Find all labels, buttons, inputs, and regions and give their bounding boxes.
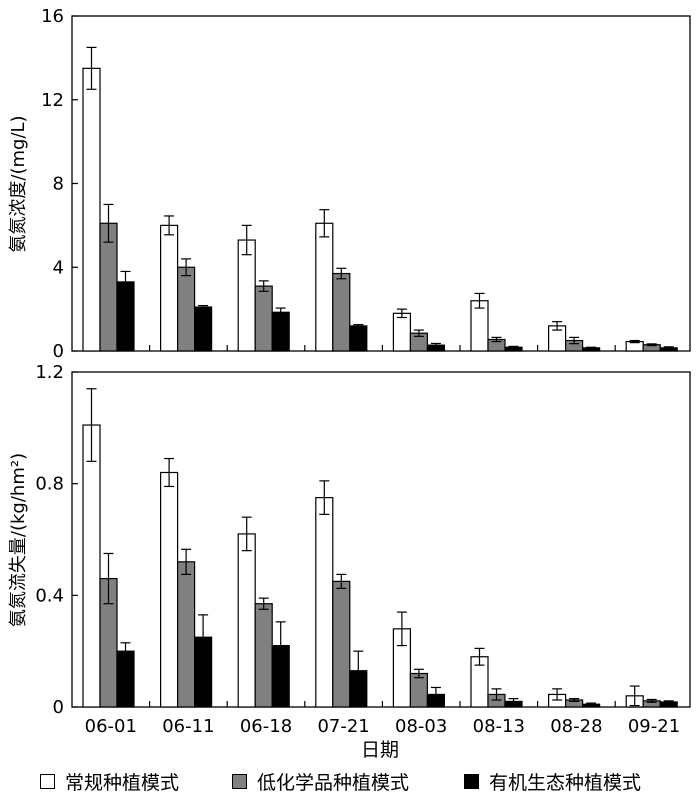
bar (315, 222, 334, 352)
legend-item-low-chemical: 低化学品种植模式 (232, 768, 409, 794)
legend-item-organic: 有机生态种植模式 (464, 768, 641, 794)
bar (194, 306, 213, 352)
bar (409, 672, 428, 708)
y-axis-label: 氨氮流失量/(kg/hm²) (8, 453, 29, 627)
x-tick-label: 06-18 (240, 716, 292, 737)
legend-swatch-low-chemical (232, 773, 247, 789)
x-tick-label: 06-11 (162, 716, 214, 737)
bar (160, 471, 179, 708)
y-tick-label: 0.8 (35, 474, 64, 495)
legend: 常规种植模式 低化学品种植模式 有机生态种植模式 (0, 764, 700, 796)
bar (237, 533, 256, 708)
y-tick-label: 8 (53, 174, 64, 195)
x-axis-label: 日期 (361, 739, 399, 761)
legend-swatch-conventional (40, 773, 55, 789)
bar (82, 67, 101, 352)
legend-label-low-chemical: 低化学品种植模式 (257, 771, 410, 794)
bar (177, 561, 196, 708)
legend-label-organic: 有机生态种植模式 (489, 771, 642, 794)
x-tick-label: 08-03 (395, 716, 447, 737)
loss-chart: 0 0.4 0.8 1.2 氨氮流失量/(kg/hm²) 06-01 06-11 06-18 0… (8, 362, 691, 737)
x-tick-label: 08-28 (550, 716, 602, 737)
bar (332, 272, 351, 352)
x-tick-label: 08-13 (473, 716, 525, 737)
x-tick-label: 09-21 (628, 716, 680, 737)
y-tick-label: 4 (53, 257, 64, 278)
bar (237, 239, 256, 352)
bar (160, 224, 179, 352)
bar (332, 580, 351, 708)
concentration-chart: 0 4 8 12 16 氨氮浓度/(mg/L) (8, 6, 691, 362)
bar (349, 325, 368, 352)
y-tick-label: 12 (41, 90, 64, 111)
y-tick-label: 1.2 (35, 362, 64, 383)
plot-frame (71, 371, 691, 708)
y-axis-label: 氨氮浓度/(mg/L) (8, 115, 29, 252)
y-tick-label: 0 (53, 341, 64, 362)
bar (82, 424, 101, 708)
x-tick-label: 06-01 (85, 716, 137, 737)
bar (392, 312, 411, 352)
bar (315, 497, 334, 708)
y-tick-label: 0.4 (35, 585, 64, 606)
bar (271, 311, 290, 352)
x-tick-label: 07-21 (317, 716, 369, 737)
legend-swatch-organic (464, 773, 479, 789)
y-tick-label: 16 (41, 6, 64, 27)
y-tick-label: 0 (53, 697, 64, 718)
legend-label-conventional: 常规种植模式 (65, 771, 180, 794)
bar (254, 285, 273, 352)
bar (254, 603, 273, 708)
legend-item-conventional: 常规种植模式 (40, 768, 179, 794)
bar (177, 266, 196, 352)
